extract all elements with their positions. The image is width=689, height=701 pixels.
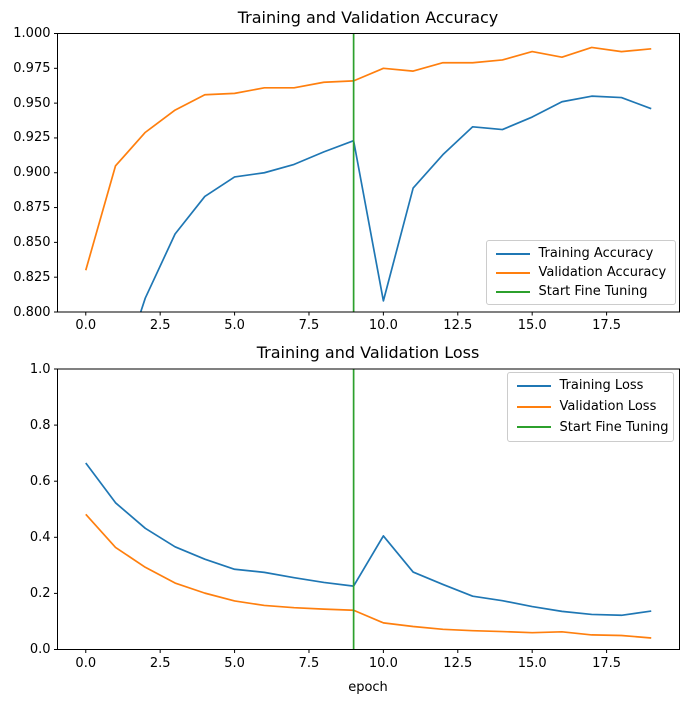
- accuracy-y-tick-label: 1.000: [13, 26, 51, 41]
- loss-series-0-line: [85, 462, 652, 617]
- loss-x-tick-label: 5.0: [224, 655, 245, 671]
- training-legend-line-sample: [495, 252, 530, 255]
- validation-legend-line-sample: [495, 271, 530, 274]
- accuracy-x-tick-label: 5.0: [224, 318, 245, 333]
- accuracy-x-tick-label: 10.0: [368, 318, 398, 333]
- loss-legend-entry: Validation Loss: [508, 396, 673, 417]
- accuracy-y-tick-label: 0.975: [13, 60, 51, 76]
- accuracy-legend-entry: Validation Accuracy: [487, 263, 675, 282]
- training-legend-line-sample: [516, 384, 551, 387]
- fine_tuning-legend-line-sample: [516, 426, 551, 429]
- loss-y-tick-label: 0.0: [29, 642, 51, 657]
- loss-x-tick-label: 0.0: [75, 655, 97, 671]
- loss-y-tick-label: 1.0: [29, 361, 51, 377]
- x-axis-label: epoch: [348, 680, 388, 695]
- accuracy-y-tick-label: 0.825: [13, 269, 51, 285]
- accuracy-legend-entry: Start Fine Tuning: [487, 282, 675, 301]
- accuracy-legend-label: Training Accuracy: [538, 246, 654, 261]
- accuracy-x-tick-label: 0.0: [75, 318, 97, 333]
- accuracy-y-tick-label: 0.950: [13, 95, 51, 111]
- loss-x-tick-label: 2.5: [149, 655, 171, 671]
- accuracy-y-tick-label: 0.875: [13, 200, 51, 216]
- accuracy-y-tick-label: 0.925: [13, 130, 51, 146]
- loss-legend: Training Loss Validation Loss Start Fine T…: [506, 371, 674, 442]
- validation-legend-line-sample: [516, 405, 551, 408]
- loss-legend-entry: Start Fine Tuning: [508, 417, 673, 438]
- loss-x-tick-label: 7.5: [298, 655, 320, 671]
- accuracy-x-tick-label: 2.5: [149, 318, 171, 333]
- accuracy-legend-label: Validation Accuracy: [538, 265, 667, 280]
- loss-legend-entry: Training Loss: [508, 376, 673, 397]
- loss-chart-title: Training and Validation Loss: [256, 343, 480, 362]
- loss-y-tick-label: 0.6: [29, 473, 51, 489]
- accuracy-chart-title: Training and Validation Accuracy: [237, 8, 499, 27]
- accuracy-x-tick-label: 17.5: [592, 318, 622, 333]
- accuracy-x-tick-label: 15.0: [517, 318, 547, 333]
- accuracy-legend: Training Accuracy Validation Accuracy Star…: [485, 240, 676, 305]
- loss-x-tick-label: 15.0: [517, 655, 547, 671]
- loss-x-tick-label: 12.5: [443, 655, 473, 671]
- loss-y-tick-label: 0.2: [29, 585, 51, 601]
- fine_tuning-legend-line-sample: [495, 290, 530, 293]
- loss-x-tick-label: 17.5: [592, 655, 622, 671]
- accuracy-y-tick-label: 0.900: [13, 165, 51, 181]
- loss-y-tick-label: 0.4: [29, 529, 51, 545]
- accuracy-series-1-line: [84, 46, 652, 271]
- loss-x-tick-label: 10.0: [368, 655, 398, 671]
- accuracy-x-tick-label: 7.5: [298, 318, 320, 333]
- loss-legend-label: Training Loss: [559, 378, 644, 394]
- accuracy-x-tick-label: 12.5: [443, 318, 473, 333]
- loss-y-tick-label: 0.8: [29, 417, 51, 433]
- loss-series-1-line: [85, 513, 652, 639]
- accuracy-legend-entry: Training Accuracy: [487, 244, 675, 263]
- accuracy-legend-label: Start Fine Tuning: [538, 284, 648, 299]
- accuracy-y-tick-label: 0.800: [13, 304, 51, 320]
- accuracy-y-tick-label: 0.850: [13, 234, 51, 250]
- loss-legend-label: Start Fine Tuning: [559, 419, 669, 435]
- loss-legend-label: Validation Loss: [559, 399, 657, 414]
